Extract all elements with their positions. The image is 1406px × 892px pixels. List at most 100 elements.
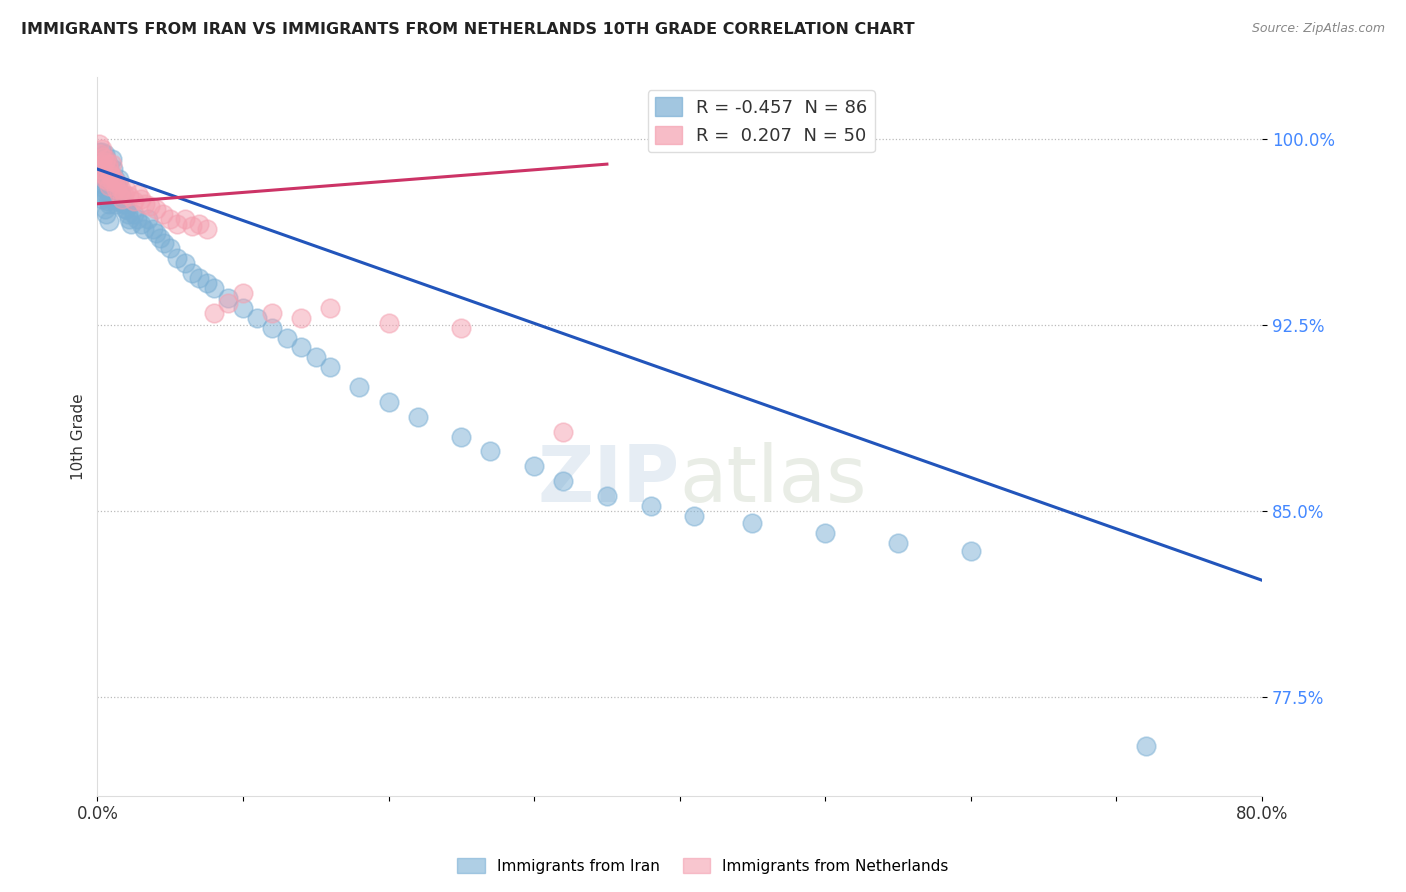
- Point: [91, 152, 114, 166]
- Point: [104, 172, 127, 186]
- Point: [96, 157, 118, 171]
- Point: [90, 157, 112, 171]
- Point: [94, 186, 117, 201]
- Point: [96, 157, 118, 171]
- Point: [108, 186, 131, 201]
- Point: [450, 320, 472, 334]
- Point: [139, 199, 162, 213]
- Point: [152, 207, 174, 221]
- Point: [101, 174, 124, 188]
- Point: [91, 169, 114, 184]
- Point: [960, 543, 983, 558]
- Point: [89, 162, 111, 177]
- Point: [110, 186, 132, 201]
- Point: [100, 186, 122, 201]
- Point: [741, 516, 763, 531]
- Point: [104, 174, 127, 188]
- Point: [142, 221, 165, 235]
- Point: [202, 281, 225, 295]
- Point: [93, 154, 115, 169]
- Point: [136, 211, 159, 226]
- Point: [1135, 739, 1157, 754]
- Point: [406, 409, 429, 424]
- Point: [145, 227, 167, 241]
- Text: atlas: atlas: [679, 442, 868, 517]
- Point: [118, 189, 141, 203]
- Point: [100, 167, 122, 181]
- Point: [120, 217, 142, 231]
- Point: [108, 194, 131, 209]
- Point: [93, 147, 115, 161]
- Point: [319, 301, 342, 315]
- Point: [110, 182, 132, 196]
- Point: [90, 145, 112, 159]
- Point: [91, 150, 114, 164]
- Point: [122, 194, 145, 209]
- Point: [217, 291, 239, 305]
- Point: [479, 444, 502, 458]
- Point: [153, 236, 176, 251]
- Point: [188, 271, 211, 285]
- Point: [87, 145, 110, 159]
- Point: [91, 186, 114, 201]
- Point: [115, 202, 138, 216]
- Point: [89, 169, 111, 184]
- Point: [111, 192, 134, 206]
- Point: [132, 221, 155, 235]
- Point: [319, 360, 342, 375]
- Point: [640, 499, 662, 513]
- Point: [145, 202, 167, 216]
- Point: [90, 177, 112, 191]
- Legend: Immigrants from Iran, Immigrants from Netherlands: Immigrants from Iran, Immigrants from Ne…: [451, 852, 955, 880]
- Point: [232, 301, 254, 315]
- Point: [87, 137, 110, 152]
- Point: [683, 508, 706, 523]
- Point: [887, 536, 910, 550]
- Point: [118, 211, 141, 226]
- Point: [107, 182, 129, 196]
- Point: [93, 164, 115, 178]
- Point: [101, 172, 124, 186]
- Point: [450, 429, 472, 443]
- Point: [104, 192, 127, 206]
- Point: [188, 217, 211, 231]
- Point: [93, 172, 115, 186]
- Point: [115, 182, 138, 196]
- Point: [117, 207, 139, 221]
- Point: [90, 192, 112, 206]
- Point: [377, 316, 399, 330]
- Point: [553, 474, 575, 488]
- Point: [98, 214, 121, 228]
- Point: [112, 196, 135, 211]
- Point: [125, 211, 148, 226]
- Point: [96, 174, 118, 188]
- Point: [90, 142, 112, 156]
- Point: [377, 395, 399, 409]
- Point: [89, 157, 111, 171]
- Point: [232, 285, 254, 300]
- Point: [159, 241, 181, 255]
- Point: [98, 179, 121, 194]
- Point: [246, 310, 269, 325]
- Point: [101, 157, 124, 171]
- Point: [94, 207, 117, 221]
- Point: [93, 182, 115, 196]
- Point: [149, 231, 172, 245]
- Point: [94, 169, 117, 184]
- Point: [107, 177, 129, 191]
- Point: [101, 192, 124, 206]
- Point: [290, 340, 312, 354]
- Point: [94, 152, 117, 166]
- Point: [159, 211, 181, 226]
- Point: [553, 425, 575, 439]
- Point: [111, 192, 134, 206]
- Point: [260, 306, 283, 320]
- Point: [98, 162, 121, 177]
- Point: [596, 489, 619, 503]
- Point: [129, 192, 152, 206]
- Point: [96, 194, 118, 209]
- Point: [94, 152, 117, 166]
- Point: [90, 162, 112, 177]
- Text: Source: ZipAtlas.com: Source: ZipAtlas.com: [1251, 22, 1385, 36]
- Legend: R = -0.457  N = 86, R =  0.207  N = 50: R = -0.457 N = 86, R = 0.207 N = 50: [648, 90, 875, 153]
